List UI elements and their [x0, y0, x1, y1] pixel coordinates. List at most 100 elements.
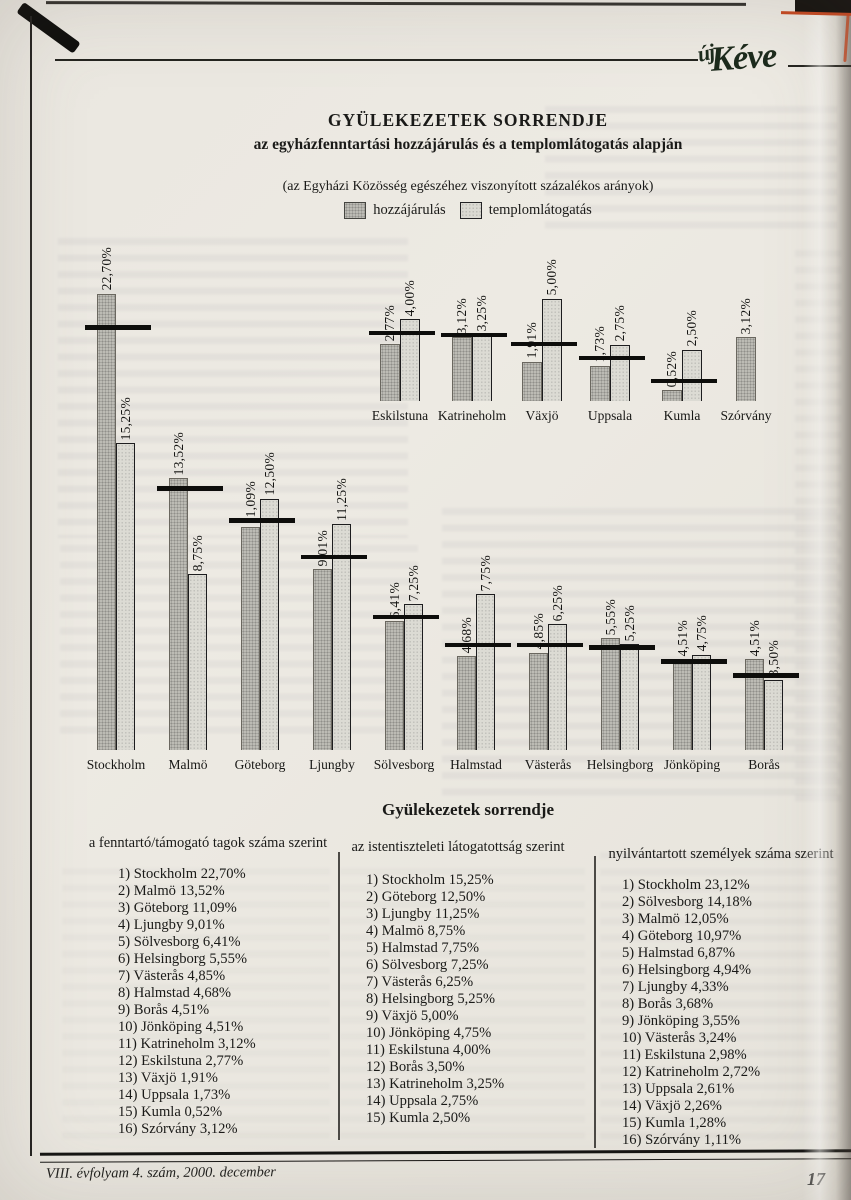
page-header: GYÜLEKEZETEK SORRENDJE az egyházfenntart…	[84, 110, 851, 219]
bar-group-szórvány: 3,12% Szórvány	[718, 240, 774, 423]
ranking-item: 6) Helsingborg 5,55%	[118, 951, 248, 967]
ranking-column-header-members: a fenntartó/támogató tagok száma szerint	[88, 835, 328, 851]
bar-hozzájárulás: 3,12%	[736, 298, 756, 401]
bar-value-label: 6,41%	[386, 581, 402, 619]
bar-hozzájárulás: 11,09%	[241, 481, 260, 750]
bar-templomlátogatás: 4,00%	[400, 280, 420, 401]
bar-templomlátogatás: 3,25%	[472, 295, 492, 401]
ranking-item: 1) Stockholm 22,70%	[118, 866, 246, 882]
bar-hozzájárulás: 6,41%	[385, 582, 404, 750]
masthead-rule	[55, 59, 698, 61]
ranking-item: 13) Katrineholm 3,25%	[366, 1076, 505, 1092]
bar-value-label: 12,50%	[261, 452, 277, 496]
red-scan-mark	[843, 13, 850, 63]
ranking-item: 16) Szórvány 1,11%	[622, 1132, 742, 1148]
bar-value-label: 4,75%	[693, 615, 709, 652]
bar-value-label: 9,01%	[314, 529, 330, 566]
category-label: Växjö	[525, 408, 559, 423]
ranking-item: 2) Sölvesborg 14,18%	[622, 894, 752, 910]
ranking-item: 3) Göteborg 11,09%	[118, 900, 237, 916]
bar-hozzájárulás: 4,51%	[745, 620, 764, 750]
ranking-item: 10) Jönköping 4,51%	[118, 1019, 244, 1035]
ranking-item: 8) Borås 3,68%	[622, 996, 714, 1012]
category-label: Uppsala	[587, 408, 633, 423]
average-marker-line	[733, 673, 799, 678]
scan-top-edge-line	[45, 1, 747, 6]
bar-group-katrineholm: 3,12% 3,25% Katrineholm	[438, 240, 507, 423]
ranking-item: 11) Eskilstuna 2,98%	[622, 1047, 747, 1063]
category-label: Sölvesborg	[373, 757, 435, 772]
average-marker-line	[229, 518, 295, 523]
average-marker-line	[511, 341, 577, 346]
bar-value-label: 13,52%	[170, 431, 186, 476]
bar-group-ljungby: 9,01% 11,25% Ljungby	[301, 225, 367, 772]
bar-group-stockholm: 22,70% 15,25% Stockholm	[85, 225, 151, 772]
category-label: Borås	[748, 757, 780, 772]
average-marker-line	[301, 554, 367, 560]
bar-templomlátogatás: 6,25%	[548, 585, 567, 750]
bar-value-label: 8,75%	[189, 534, 205, 572]
bar-templomlátogatás: 5,25%	[620, 605, 639, 750]
ranking-item: 11) Eskilstuna 4,00%	[366, 1042, 491, 1058]
legend-item-attendance: templomlátogatás	[459, 202, 592, 219]
ranking-item: 1) Stockholm 23,12%	[622, 877, 750, 893]
bar-hozzájárulás: 3,12%	[452, 298, 472, 401]
ranking-item: 4) Göteborg 10,97%	[622, 928, 742, 944]
subtitle: az egyházfenntartási hozzájárulás és a t…	[253, 136, 683, 153]
bar-group-göteborg: 11,09% 12,50% Göteborg	[229, 225, 295, 772]
newsletter-logo: újKéve	[695, 35, 778, 80]
average-marker-line	[517, 642, 583, 648]
scan-left-edge-line	[30, 16, 32, 1156]
bar-group-västerås: 4,85% 6,25% Västerås	[517, 225, 583, 772]
chart-legend: hozzájárulás templomlátogatás	[84, 202, 851, 219]
ranking-item: 1) Stockholm 15,25%	[366, 872, 494, 888]
ranking-list-attendance: 1) Stockholm 15,25% 2) Göteborg 12,50% 3) …	[366, 872, 504, 1127]
bar-group-sölvesborg: 6,41% 7,25% Sölvesborg	[373, 225, 439, 772]
bar-value-label: 7,25%	[405, 564, 421, 602]
bar-value-label: 11,25%	[333, 477, 349, 521]
ranking-item: 9) Växjö 5,00%	[366, 1008, 459, 1024]
legend-swatch-contribution	[344, 202, 367, 219]
bar-templomlátogatás: 8,75%	[188, 535, 207, 750]
ranking-item: 15) Kumla 1,28%	[622, 1115, 727, 1131]
column-divider	[594, 856, 596, 1148]
bar-hozzájárulás: 1,73%	[590, 326, 610, 401]
bar-group-jönköping: 4,51% 4,75% Jönköping	[661, 225, 727, 772]
ranking-item: 2) Göteborg 12,50%	[366, 889, 486, 905]
category-label: Västerås	[524, 757, 572, 772]
ranking-list-registered: 1) Stockholm 23,12% 2) Sölvesborg 14,18% 3…	[622, 877, 760, 1149]
bar-hozzájárulás: 9,01%	[313, 530, 332, 750]
ranking-item: 15) Kumla 2,50%	[366, 1110, 471, 1126]
red-scan-mark	[780, 11, 851, 16]
average-marker-line	[445, 642, 511, 648]
bar-hozzájárulás: 5,55%	[601, 599, 620, 750]
legend-label: templomlátogatás	[488, 202, 592, 218]
ranking-item: 6) Sölvesborg 7,25%	[366, 957, 489, 973]
category-label: Göteborg	[234, 757, 286, 772]
ranking-item: 9) Jönköping 3,55%	[622, 1013, 740, 1029]
ranking-item: 5) Sölvesborg 6,41%	[118, 934, 241, 950]
bar-value-label: 15,25%	[117, 397, 133, 441]
masthead-rule	[788, 65, 851, 67]
ranking-item: 7) Västerås 6,25%	[366, 974, 474, 990]
bar-group-växjö: 1,91%5,00% Växjö	[511, 240, 577, 423]
ranking-item: 15) Kumla 0,52%	[118, 1104, 223, 1120]
average-marker-line	[651, 378, 717, 383]
average-marker-line	[369, 331, 435, 336]
ranking-item: 12) Eskilstuna 2,77%	[118, 1053, 244, 1069]
ranking-item: 3) Malmö 12,05%	[622, 911, 729, 927]
footer-issue-line: VIII. évfolyam 4. szám, 2000. december	[45, 1164, 276, 1182]
bar-value-label: 22,70%	[98, 247, 114, 291]
average-marker-line	[661, 659, 727, 664]
bar-templomlátogatás: 15,25%	[116, 397, 135, 750]
ranking-item: 7) Västerås 4,85%	[118, 968, 226, 984]
bar-hozzájárulás: 1,91%	[522, 322, 542, 401]
average-marker-line	[579, 355, 645, 360]
ranking-item: 10) Västerås 3,24%	[622, 1030, 737, 1046]
category-label: Halmstad	[450, 757, 502, 772]
logo-word: Kéve	[709, 35, 778, 79]
category-label: Kumla	[663, 408, 701, 423]
category-label: Katrineholm	[437, 408, 507, 423]
column-divider	[338, 852, 340, 1140]
bar-group-malmö: 13,52% 8,75% Malmö	[157, 225, 223, 772]
